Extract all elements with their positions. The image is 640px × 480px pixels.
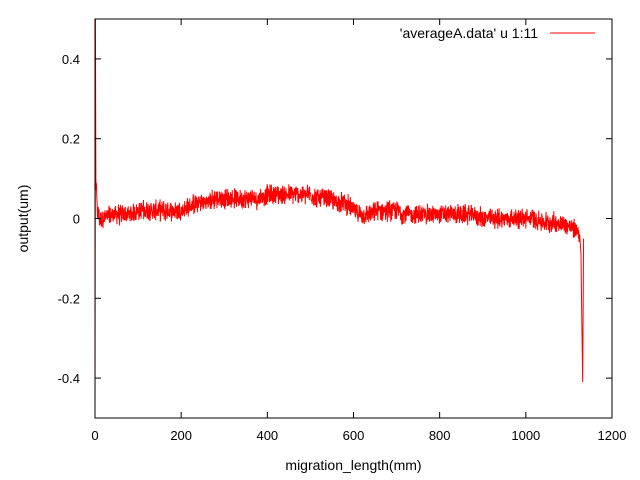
x-tick-label: 600 [343, 428, 365, 443]
legend: 'averageA.data' u 1:11 [400, 25, 595, 41]
y-tick-label: 0.2 [62, 132, 80, 147]
legend-label: 'averageA.data' u 1:11 [400, 25, 538, 41]
y-tick-label: -0.2 [58, 291, 80, 306]
x-axis-label: migration_length(mm) [285, 457, 421, 473]
x-tick-label: 0 [91, 428, 98, 443]
x-tick-label: 1000 [511, 428, 540, 443]
x-tick-label: 1200 [598, 428, 627, 443]
y-axis-label: output(um) [15, 185, 31, 253]
y-tick-label: -0.4 [58, 371, 80, 386]
x-tick-label: 800 [429, 428, 451, 443]
x-tick-label: 200 [170, 428, 192, 443]
series-line [94, 18, 585, 419]
y-tick-label: 0.4 [62, 52, 80, 67]
ticks-layer: 0 200 400 600 800 1000 1200 -0.4 -0.2 0 0.2 0.4 [58, 19, 627, 443]
y-tick-label: 0 [73, 212, 80, 227]
x-tick-label: 400 [256, 428, 278, 443]
series-layer [94, 18, 585, 419]
